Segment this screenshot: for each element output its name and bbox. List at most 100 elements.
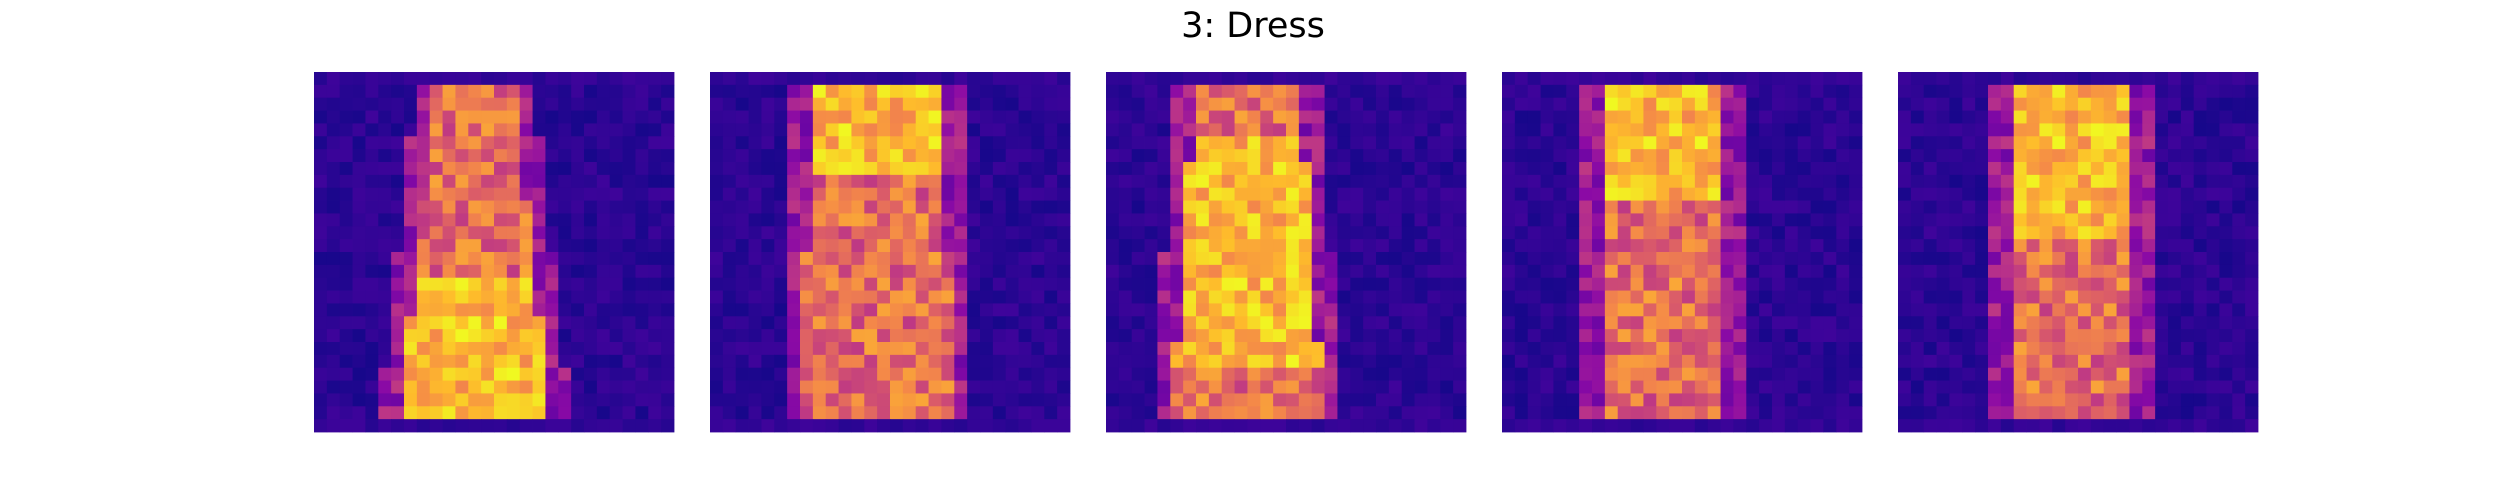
pixel bbox=[2193, 342, 2207, 356]
pixel bbox=[1311, 380, 1325, 394]
pixel bbox=[481, 136, 495, 150]
pixel bbox=[1579, 367, 1593, 381]
pixel bbox=[1183, 110, 1197, 124]
pixel bbox=[1949, 367, 1963, 381]
pixel bbox=[584, 213, 598, 227]
pixel bbox=[1057, 72, 1071, 86]
pixel bbox=[2193, 110, 2207, 124]
pixel bbox=[1131, 162, 1145, 176]
pixel bbox=[851, 136, 865, 150]
pixel bbox=[429, 110, 443, 124]
pixel bbox=[391, 123, 405, 137]
pixel bbox=[2000, 380, 2015, 394]
pixel bbox=[1388, 277, 1403, 291]
pixel bbox=[2065, 174, 2079, 189]
pixel bbox=[2065, 303, 2079, 317]
pixel bbox=[1057, 264, 1071, 279]
pixel bbox=[1427, 84, 1441, 99]
pixel bbox=[1018, 239, 1032, 253]
pixel bbox=[710, 72, 724, 86]
pixel bbox=[1363, 149, 1377, 163]
pixel bbox=[2026, 342, 2040, 356]
pixel bbox=[635, 187, 649, 201]
pixel bbox=[404, 136, 418, 150]
pixel bbox=[1453, 329, 1467, 343]
pixel bbox=[1118, 380, 1133, 394]
pixel bbox=[2245, 162, 2259, 176]
pixel bbox=[2013, 174, 2027, 189]
pixel bbox=[404, 123, 418, 137]
pixel bbox=[1221, 149, 1235, 163]
pixel bbox=[1018, 380, 1032, 394]
pixel bbox=[1643, 419, 1657, 433]
pixel bbox=[1337, 72, 1351, 86]
pixel bbox=[941, 329, 955, 343]
pixel bbox=[558, 72, 572, 86]
pixel bbox=[1247, 367, 1261, 381]
pixel bbox=[1682, 419, 1696, 433]
pixel bbox=[2193, 123, 2207, 137]
pixel bbox=[800, 342, 814, 356]
pixel bbox=[2013, 277, 2027, 291]
pixel bbox=[954, 316, 968, 330]
pixel bbox=[648, 226, 662, 240]
pixel bbox=[1427, 277, 1441, 291]
pixel bbox=[648, 136, 662, 150]
pixel bbox=[2206, 290, 2220, 304]
pixel bbox=[1836, 406, 1850, 420]
pixel bbox=[1388, 342, 1403, 356]
pixel bbox=[1131, 354, 1145, 369]
pixel bbox=[378, 213, 392, 227]
pixel bbox=[1988, 354, 2002, 369]
pixel bbox=[391, 97, 405, 111]
pixel bbox=[890, 367, 904, 381]
pixel bbox=[2026, 187, 2040, 201]
pixel bbox=[1018, 110, 1032, 124]
pixel bbox=[2090, 72, 2105, 86]
pixel bbox=[1910, 110, 1925, 124]
pixel bbox=[1376, 136, 1390, 150]
pixel bbox=[2026, 174, 2040, 189]
pixel bbox=[2155, 354, 2169, 369]
pixel bbox=[980, 367, 994, 381]
pixel bbox=[1106, 187, 1120, 201]
pixel bbox=[1196, 380, 1210, 394]
pixel bbox=[1453, 123, 1467, 137]
pixel bbox=[1298, 393, 1313, 407]
pixel bbox=[2052, 162, 2066, 176]
pixel bbox=[1733, 354, 1747, 369]
pixel bbox=[314, 342, 328, 356]
pixel bbox=[1553, 342, 1567, 356]
pixel bbox=[1144, 303, 1158, 317]
pixel bbox=[1273, 380, 1287, 394]
pixel bbox=[1427, 174, 1441, 189]
pixel bbox=[851, 380, 865, 394]
pixel bbox=[954, 367, 968, 381]
pixel bbox=[1183, 97, 1197, 111]
pixel bbox=[1502, 162, 1516, 176]
pixel bbox=[2168, 174, 2182, 189]
pixel bbox=[455, 110, 469, 124]
pixel bbox=[1005, 187, 1019, 201]
pixel bbox=[1784, 187, 1799, 201]
pixel bbox=[838, 419, 852, 433]
pixel bbox=[1221, 162, 1235, 176]
pixel bbox=[1440, 72, 1454, 86]
pixel bbox=[455, 97, 469, 111]
pixel bbox=[1260, 316, 1274, 330]
pixel bbox=[584, 200, 598, 214]
pixel bbox=[1527, 277, 1541, 291]
pixel bbox=[1031, 136, 1045, 150]
pixel bbox=[2116, 187, 2130, 201]
pixel bbox=[1414, 393, 1428, 407]
pixel bbox=[1772, 97, 1786, 111]
pixel bbox=[1131, 316, 1145, 330]
pixel bbox=[609, 123, 623, 137]
pixel bbox=[735, 329, 749, 343]
pixel bbox=[1118, 419, 1133, 433]
pixel bbox=[2232, 393, 2246, 407]
pixel bbox=[2245, 200, 2259, 214]
pixel bbox=[967, 380, 981, 394]
pixel bbox=[584, 174, 598, 189]
pixel bbox=[710, 303, 724, 317]
